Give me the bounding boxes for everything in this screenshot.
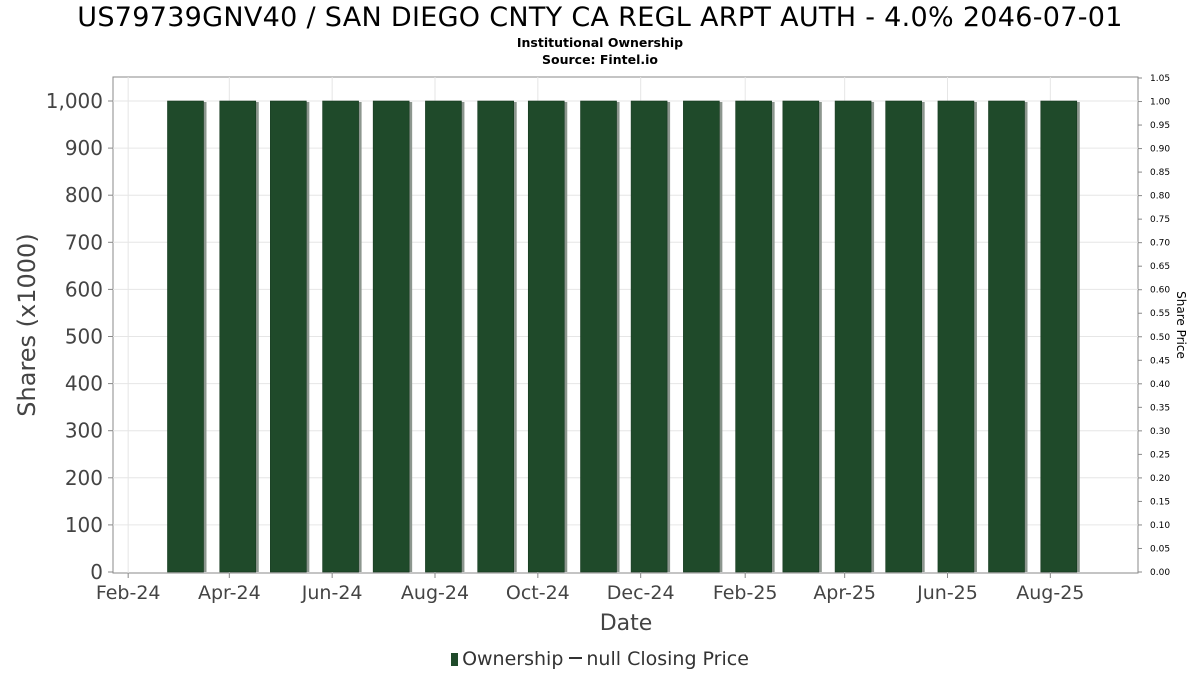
y2-tick-label: 0.85 — [1150, 168, 1170, 178]
y2-tick-label: 0.80 — [1150, 192, 1170, 202]
y-tick-label: 300 — [65, 419, 103, 443]
y2-tick-label: 0.10 — [1150, 521, 1170, 531]
ownership-bar — [322, 100, 359, 573]
ownership-bar — [683, 100, 720, 573]
y2-tick-label: 0.05 — [1150, 544, 1170, 554]
ownership-bar — [425, 100, 462, 573]
chart-source: Source: Fintel.io — [542, 52, 658, 67]
y2-tick-label: 0.55 — [1150, 309, 1170, 319]
y2-tick-label: 0.90 — [1150, 145, 1170, 155]
y-tick-label: 0 — [90, 560, 103, 584]
chart-title: US79739GNV40 / SAN DIEGO CNTY CA REGL AR… — [77, 2, 1123, 33]
ownership-bar — [988, 100, 1025, 573]
x-tick-label: Feb-24 — [96, 582, 161, 604]
y-tick-label: 700 — [65, 230, 103, 254]
ownership-bar — [630, 100, 668, 573]
x-tick-label: Aug-25 — [1016, 582, 1084, 604]
y-tick-label: 1,000 — [46, 89, 103, 113]
y2-tick-label: 0.50 — [1150, 333, 1170, 343]
y2-tick-label: 0.20 — [1150, 474, 1170, 484]
ownership-bar — [580, 100, 617, 573]
x-axis-label: Date — [600, 611, 653, 636]
ownership-legend-label: Ownership — [462, 648, 564, 670]
chart-legend: Ownership null Closing Price — [0, 648, 1200, 670]
x-tick-label: Jun-24 — [301, 582, 363, 604]
y2-tick-label: 0.70 — [1150, 239, 1170, 249]
y2-tick-label: 0.35 — [1150, 403, 1170, 413]
y-tick-label: 400 — [65, 372, 103, 396]
ownership-bar — [372, 100, 410, 573]
y-tick-label: 800 — [65, 183, 103, 207]
y2-tick-label: 0.75 — [1150, 215, 1170, 225]
x-tick-label: Dec-24 — [607, 582, 675, 604]
ownership-bar — [477, 100, 514, 573]
y2-tick-label: 0.25 — [1150, 450, 1170, 460]
y2-tick-label: 1.00 — [1150, 98, 1170, 108]
y2-tick-label: 0.65 — [1150, 262, 1170, 272]
y-tick-label: 100 — [65, 513, 103, 537]
y2-axis-label: Share Price — [1174, 291, 1188, 359]
y2-tick-label: 0.30 — [1150, 427, 1170, 437]
ownership-bar — [167, 100, 204, 573]
ownership-bar — [834, 100, 872, 573]
ownership-bar — [527, 100, 565, 573]
y-tick-label: 500 — [65, 325, 103, 349]
ownership-legend-swatch — [451, 653, 459, 666]
y2-tick-label: 0.95 — [1150, 121, 1170, 131]
y-tick-label: 200 — [65, 466, 103, 490]
x-tick-label: Apr-24 — [198, 582, 261, 604]
ownership-bar — [219, 100, 257, 573]
plot-area — [112, 76, 1139, 574]
y-tick-label: 600 — [65, 277, 103, 301]
y2-tick-label: 0.40 — [1150, 380, 1170, 390]
x-tick-label: Apr-25 — [813, 582, 876, 604]
x-tick-label: Aug-24 — [401, 582, 469, 604]
y2-tick-label: 1.05 — [1150, 74, 1170, 84]
x-tick-label: Jun-25 — [916, 582, 978, 604]
x-tick-label: Feb-25 — [713, 582, 778, 604]
y2-tick-label: 0.60 — [1150, 286, 1170, 296]
ownership-bar — [885, 100, 922, 573]
ownership-bar — [937, 100, 975, 573]
chart-subtitle: Institutional Ownership — [516, 35, 684, 50]
ownership-bar — [735, 100, 772, 573]
y2-tick-label: 0.45 — [1150, 356, 1170, 366]
x-tick-label: Oct-24 — [506, 582, 570, 604]
ownership-bar — [782, 100, 820, 573]
price-legend-label: null Closing Price — [586, 648, 749, 670]
y-axis-label: Shares (x1000) — [13, 233, 41, 416]
y2-tick-label: 0.15 — [1150, 497, 1170, 507]
y2-tick-label: 0.00 — [1150, 568, 1170, 578]
ownership-bar — [1040, 100, 1078, 573]
price-legend-swatch — [569, 657, 583, 659]
ownership-bar — [270, 100, 307, 573]
y-tick-label: 900 — [65, 136, 103, 160]
